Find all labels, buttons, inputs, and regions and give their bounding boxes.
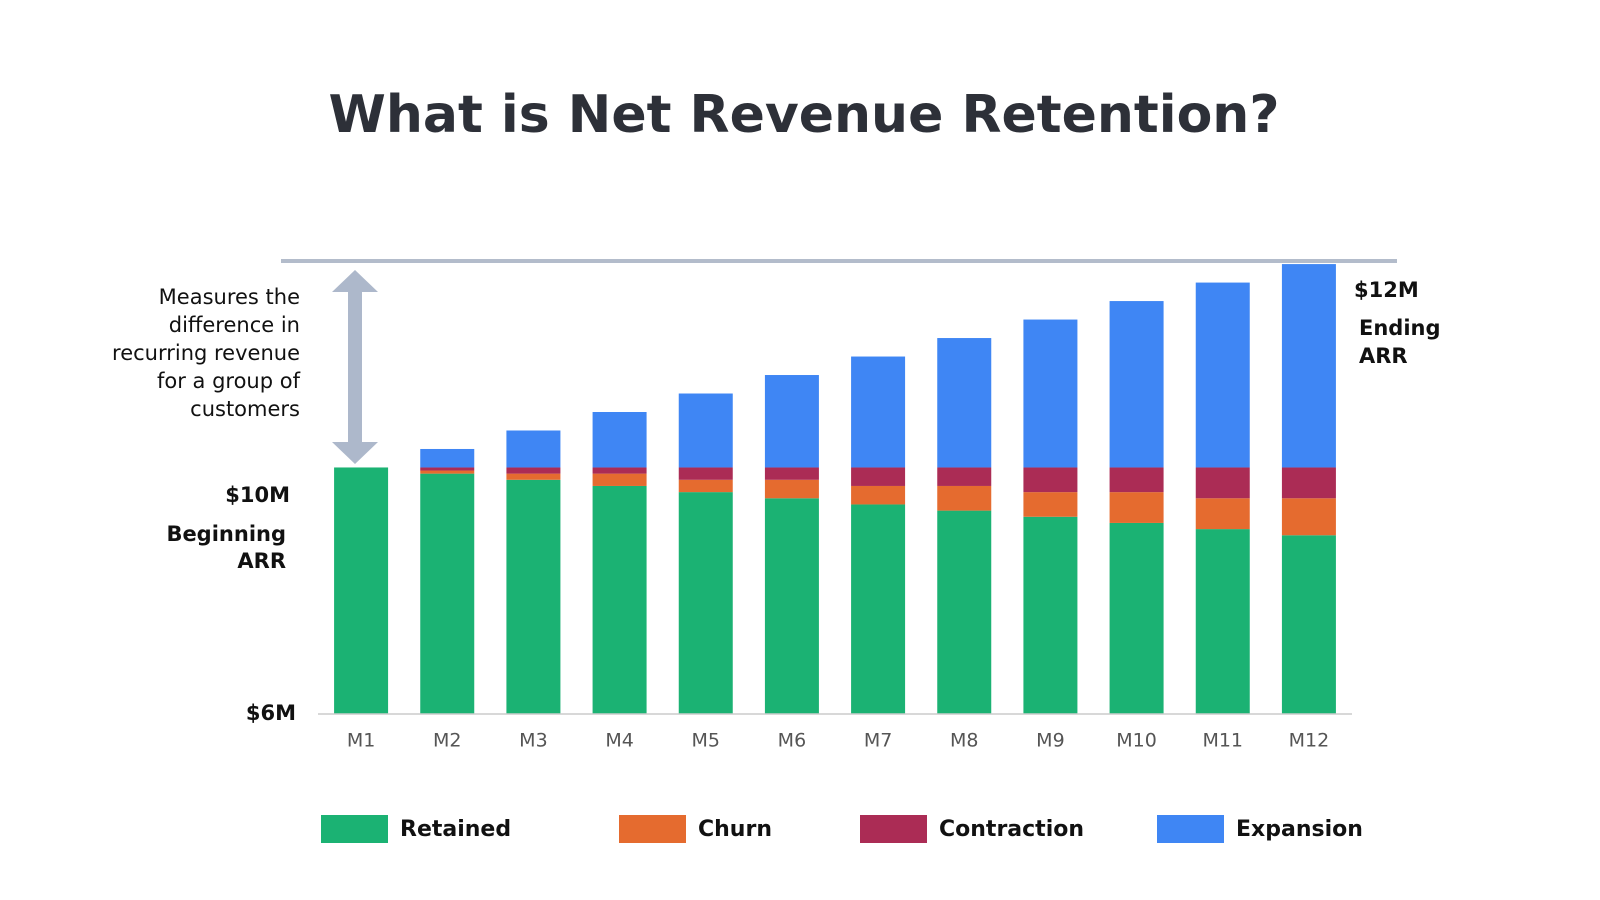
legend-swatch <box>1157 815 1224 843</box>
description-line: for a group of <box>157 369 301 393</box>
bar-segment <box>420 448 475 468</box>
x-tick-label: M12 <box>1289 730 1330 752</box>
x-tick-label: M5 <box>692 730 720 752</box>
bar-segment <box>1195 282 1250 468</box>
bar-segment <box>1109 467 1164 493</box>
x-tick-label: M8 <box>950 730 978 752</box>
bar-segment <box>1023 492 1078 517</box>
bar-segment <box>1281 467 1336 499</box>
ending-amount: $12M <box>1354 278 1419 302</box>
bar-segment <box>1109 492 1164 523</box>
legend-swatch <box>860 815 927 843</box>
bar-segment <box>851 504 906 714</box>
bar-segment <box>1195 498 1250 530</box>
bar-segment <box>506 479 561 714</box>
bar-segment <box>1023 516 1078 714</box>
bar-segment <box>506 473 561 480</box>
bar-segment <box>1195 467 1250 499</box>
bar-segment <box>1281 264 1336 468</box>
bar-segment <box>1023 319 1078 468</box>
x-tick-label: M10 <box>1116 730 1157 752</box>
bar-segment <box>678 479 733 493</box>
bar-segment <box>592 473 647 486</box>
y-tick-label: $6M <box>246 701 296 725</box>
bar-segment <box>1023 467 1078 493</box>
beginning-label: Beginning <box>166 522 286 546</box>
chart-title: What is Net Revenue Retention? <box>329 85 1280 145</box>
description-line: recurring revenue <box>112 341 300 365</box>
ending-label: ARR <box>1359 344 1408 368</box>
legend-label: Retained <box>400 817 511 842</box>
bar-segment <box>851 356 906 468</box>
x-tick-label: M4 <box>605 730 633 752</box>
description: Measures the difference in recurring reven… <box>112 285 301 421</box>
bar-segment <box>764 479 819 499</box>
x-tick-label: M11 <box>1202 730 1243 752</box>
legend-swatch <box>321 815 388 843</box>
bar-segment <box>592 467 647 474</box>
bar-segment <box>937 338 992 468</box>
beginning-amount: $10M <box>225 483 290 507</box>
bar-segment <box>592 485 647 714</box>
bar-segment <box>1109 301 1164 468</box>
description-line: difference in <box>169 313 300 337</box>
bar-segment <box>678 467 733 480</box>
bar-segment <box>851 467 906 486</box>
bar-segment <box>334 467 389 714</box>
bar-segment <box>937 510 992 714</box>
x-tick-label: M3 <box>519 730 547 752</box>
bar-segment <box>420 473 475 714</box>
x-tick-label: M2 <box>433 730 461 752</box>
legend-label: Contraction <box>939 817 1084 842</box>
legend-label: Expansion <box>1236 817 1363 842</box>
bar-segment <box>678 492 733 714</box>
x-tick-label: M6 <box>778 730 806 752</box>
description-line: customers <box>190 397 300 421</box>
x-tick-label: M7 <box>864 730 892 752</box>
x-tick-label: M9 <box>1036 730 1064 752</box>
bar-segment <box>592 412 647 468</box>
bar-segment <box>420 470 475 474</box>
description-line: Measures the <box>159 285 300 309</box>
bar-segment <box>506 467 561 474</box>
bar-segment <box>1195 529 1250 714</box>
bar-segment <box>1281 535 1336 714</box>
bar-segment <box>1281 498 1336 536</box>
beginning-label: ARR <box>237 549 286 573</box>
bar-segment <box>851 485 906 505</box>
x-tick-label: M1 <box>347 730 375 752</box>
bar-segment <box>764 498 819 714</box>
legend-label: Churn <box>698 817 772 842</box>
bar-segment <box>764 467 819 480</box>
ending-label: Ending <box>1359 316 1441 340</box>
bar-segment <box>678 393 733 468</box>
bar-segment <box>764 375 819 468</box>
bar-segment <box>937 485 992 511</box>
bar-segment <box>506 430 561 468</box>
bar-segment <box>1109 522 1164 714</box>
legend-swatch <box>619 815 686 843</box>
bar-segment <box>420 467 475 471</box>
double-arrow <box>332 270 378 464</box>
bar-segment <box>937 467 992 486</box>
